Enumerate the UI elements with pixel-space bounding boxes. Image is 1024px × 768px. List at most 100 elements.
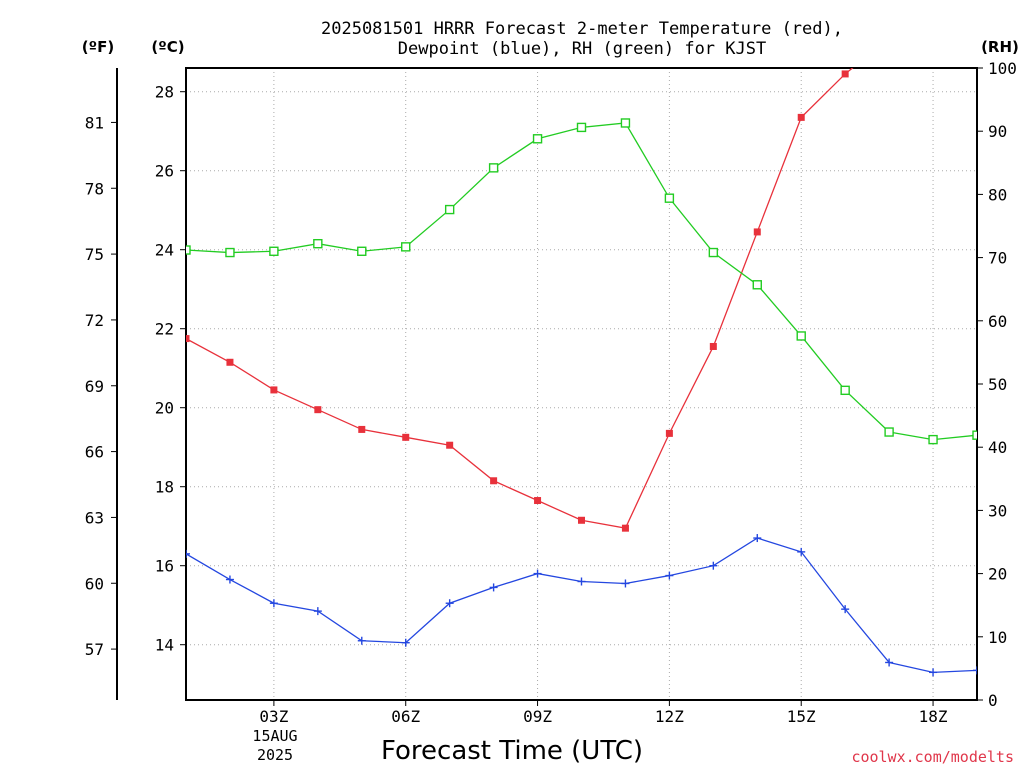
- celsius-tick-label: 28: [155, 83, 174, 102]
- chart-title-line-1: 2025081501 HRRR Forecast 2-meter Tempera…: [321, 19, 843, 39]
- axes: [116, 67, 978, 701]
- date-day-label: 15AUG: [252, 727, 297, 745]
- rh-tick-label: 100: [988, 59, 1017, 78]
- dewpoint-point: [753, 534, 762, 543]
- rh-point: [488, 163, 499, 173]
- celsius-tick-label: 26: [155, 162, 174, 181]
- dewpoint-point: [225, 575, 234, 584]
- celsius-tick-label: 22: [155, 320, 174, 339]
- temperature-point: [534, 497, 542, 505]
- temperature-point: [270, 386, 278, 394]
- celsius-tick-label: 24: [155, 241, 174, 260]
- x-tick-label: 15Z: [787, 707, 816, 726]
- series-temperature: [186, 23, 981, 532]
- dewpoint-point: [186, 549, 190, 558]
- dewpoint-point: [797, 547, 806, 556]
- temperature-point: [621, 524, 629, 532]
- temperature-point: [974, 31, 981, 38]
- rh-point: [796, 331, 806, 341]
- dewpoint-point: [929, 668, 938, 677]
- rh-tick-label: 60: [988, 312, 1007, 331]
- dewpoint-point: [445, 599, 454, 608]
- rh-point: [840, 385, 850, 396]
- celsius-tick-label: 18: [155, 478, 174, 497]
- rh-point: [664, 193, 675, 203]
- plot-frame: [185, 67, 978, 701]
- x-tick-label: 06Z: [391, 707, 420, 726]
- rh-point: [708, 247, 719, 258]
- series-dewpoint: [186, 534, 977, 677]
- rh-point: [576, 122, 587, 133]
- rh-tick-label: 80: [988, 185, 1007, 204]
- rh-tick-label: 90: [988, 122, 1007, 141]
- temperature-point: [446, 441, 454, 449]
- fahrenheit-tick-label: 69: [85, 377, 104, 396]
- rh-point: [225, 247, 235, 258]
- dewpoint-point: [709, 561, 718, 570]
- celsius-tick-label: 14: [155, 636, 174, 655]
- dewpoint-point: [577, 577, 586, 586]
- rh-tick-label: 40: [988, 438, 1007, 457]
- dewpoint-point: [841, 605, 850, 614]
- temperature-point: [841, 70, 849, 78]
- rh-point: [313, 238, 323, 249]
- x-tick-label: 12Z: [655, 707, 684, 726]
- dewpoint-point: [357, 636, 366, 645]
- watermark: coolwx.com/modelts: [851, 748, 1014, 766]
- rh-tick-label: 10: [988, 628, 1007, 647]
- rh-point: [928, 434, 938, 445]
- rh-tick-label: 20: [988, 565, 1007, 584]
- celsius-tick-label: 20: [155, 399, 174, 418]
- rh-point: [532, 134, 543, 144]
- chart-title-line-2: Dewpoint (blue), RH (green) for KJST: [398, 39, 766, 59]
- temperature-point: [358, 425, 366, 433]
- rh-point: [444, 204, 455, 215]
- x-tick-label: 09Z: [523, 707, 552, 726]
- temperature-point: [186, 335, 190, 343]
- rh-point: [357, 246, 367, 256]
- fahrenheit-unit-label: (ºF): [82, 38, 114, 56]
- dewpoint-point: [401, 638, 410, 647]
- fahrenheit-tick-label: 72: [85, 311, 104, 330]
- series-rh: [186, 118, 977, 445]
- rh-point: [972, 430, 977, 440]
- dewpoint-point: [665, 571, 674, 580]
- temperature-point: [490, 477, 498, 485]
- rh-point: [186, 245, 191, 255]
- celsius-unit-label: (ºC): [151, 38, 184, 56]
- dewpoint-point: [269, 599, 278, 608]
- rh-unit-label: (RH): [981, 38, 1019, 56]
- rh-tick-label: 0: [988, 691, 998, 710]
- temperature-point: [797, 113, 805, 121]
- fahrenheit-tick-label: 60: [85, 574, 104, 593]
- dewpoint-point: [621, 579, 630, 588]
- fahrenheit-tick-label: 78: [85, 179, 104, 198]
- rh-point: [269, 246, 279, 256]
- date-year-label: 2025: [257, 746, 293, 764]
- tick-labels: 14 16 18 20 22 24 26 28 57 60 63 66 69 72 75 78 81 0 10 20 3…: [85, 59, 1017, 726]
- rh-tick-label: 70: [988, 249, 1007, 268]
- temperature-line: [186, 68, 854, 529]
- temperature-point: [578, 516, 585, 524]
- celsius-tick-label: 16: [155, 557, 174, 576]
- dewpoint-point: [533, 569, 542, 578]
- temperature-point: [886, 35, 893, 42]
- temperature-point: [665, 429, 673, 437]
- dewpoint-point: [885, 658, 894, 667]
- rh-point: [401, 242, 411, 252]
- temperature-point: [709, 342, 717, 350]
- temperature-point: [226, 358, 234, 366]
- x-axis-title: Forecast Time (UTC): [381, 736, 643, 766]
- dewpoint-point: [489, 583, 498, 592]
- rh-tick-label: 50: [988, 375, 1007, 394]
- x-tick-label: 18Z: [919, 707, 948, 726]
- rh-point: [884, 427, 894, 437]
- temperature-point: [930, 23, 937, 30]
- grid-lines: [186, 68, 977, 700]
- rh-tick-label: 30: [988, 501, 1007, 520]
- dewpoint-point: [973, 666, 977, 675]
- dewpoint-line: [186, 537, 977, 674]
- rh-point: [752, 280, 762, 290]
- x-tick-label: 03Z: [259, 707, 288, 726]
- data-series: [186, 23, 981, 677]
